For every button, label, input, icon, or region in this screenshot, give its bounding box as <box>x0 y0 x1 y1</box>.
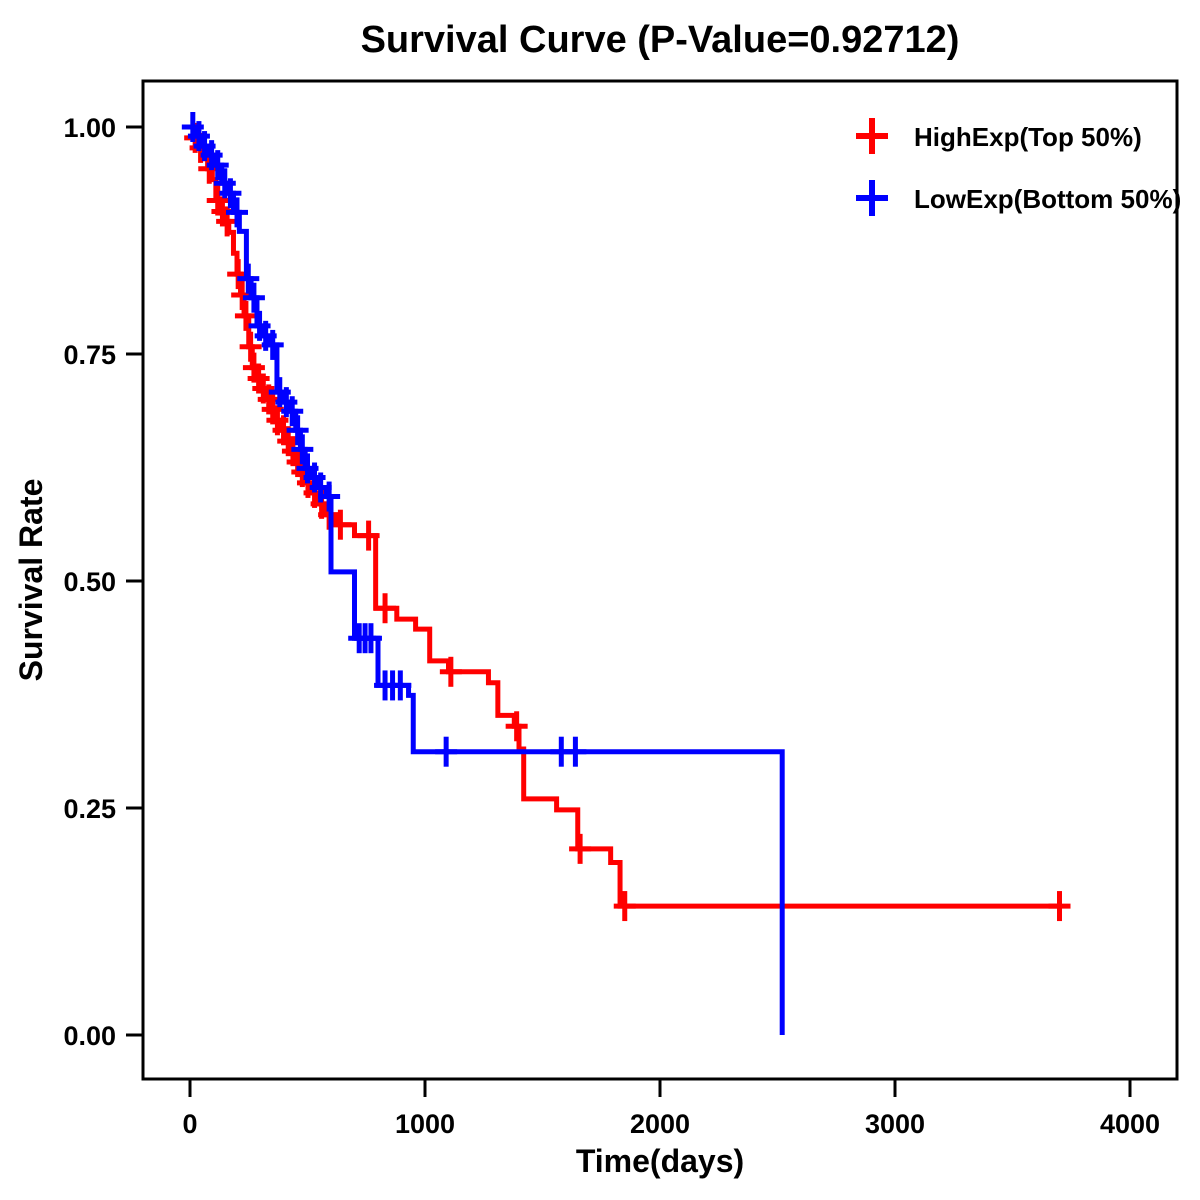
y-axis-title: Survival Rate <box>13 479 49 682</box>
survival-step-line <box>190 124 785 1035</box>
x-tick-label: 3000 <box>865 1109 925 1139</box>
censor-tick-icon <box>242 282 265 313</box>
y-axis-ticks: 0.00 0.25 0.50 0.75 1.00 <box>63 113 143 1051</box>
legend-censor-icon <box>856 118 888 154</box>
legend-censor-icon <box>856 180 888 216</box>
y-tick-label: 0.25 <box>63 794 116 824</box>
censor-tick-icon <box>1048 891 1071 922</box>
censor-tick-icon <box>357 520 380 551</box>
x-axis-ticks: 0 1000 2000 3000 4000 <box>182 1079 1160 1139</box>
censor-tick-icon <box>237 263 260 294</box>
x-axis-title: Time(days) <box>576 1143 744 1179</box>
series-layer <box>181 112 1071 1035</box>
chart-legend: HighExp(Top 50%) LowExp(Bottom 50%) <box>856 118 1181 216</box>
legend-item[interactable]: LowExp(Bottom 50%) <box>856 180 1181 216</box>
censor-tick-icon <box>613 891 636 922</box>
censor-tick-icon <box>569 833 592 864</box>
censor-tick-icon <box>564 736 587 767</box>
legend-item[interactable]: HighExp(Top 50%) <box>856 118 1142 154</box>
censor-tick-icon <box>505 711 528 742</box>
censor-tick-icon <box>374 593 397 624</box>
plot-frame <box>141 79 1179 1081</box>
censor-tick-icon <box>389 670 412 701</box>
x-tick-label: 2000 <box>630 1109 690 1139</box>
censor-tick-icon <box>219 178 242 209</box>
censor-tick-icon <box>318 481 341 512</box>
censor-tick-icon <box>291 434 314 465</box>
survival-series <box>184 122 1071 922</box>
y-tick-label: 0.00 <box>63 1021 116 1051</box>
censor-tick-icon <box>359 623 382 654</box>
censor-tick-icon <box>206 150 229 181</box>
y-tick-label: 0.50 <box>63 567 116 597</box>
censor-tick-icon <box>435 736 458 767</box>
chart-title: Survival Curve (P-Value=0.92712) <box>361 19 960 61</box>
legend-item-label: HighExp(Top 50%) <box>914 122 1142 152</box>
y-tick-label: 1.00 <box>63 113 116 143</box>
censor-tick-icon <box>239 331 262 362</box>
y-tick-label: 0.75 <box>63 340 116 370</box>
x-tick-label: 1000 <box>395 1109 455 1139</box>
survival-series <box>181 112 785 1035</box>
censor-tick-icon <box>281 396 304 427</box>
censor-tick-icon <box>286 415 309 446</box>
censor-tick-icon <box>261 329 284 360</box>
censor-tick-icon <box>439 656 462 687</box>
legend-item-label: LowExp(Bottom 50%) <box>914 184 1181 214</box>
x-tick-label: 4000 <box>1100 1109 1160 1139</box>
censor-tick-icon <box>234 300 257 331</box>
x-tick-label: 0 <box>182 1109 197 1139</box>
censor-tick-icon <box>226 197 248 228</box>
